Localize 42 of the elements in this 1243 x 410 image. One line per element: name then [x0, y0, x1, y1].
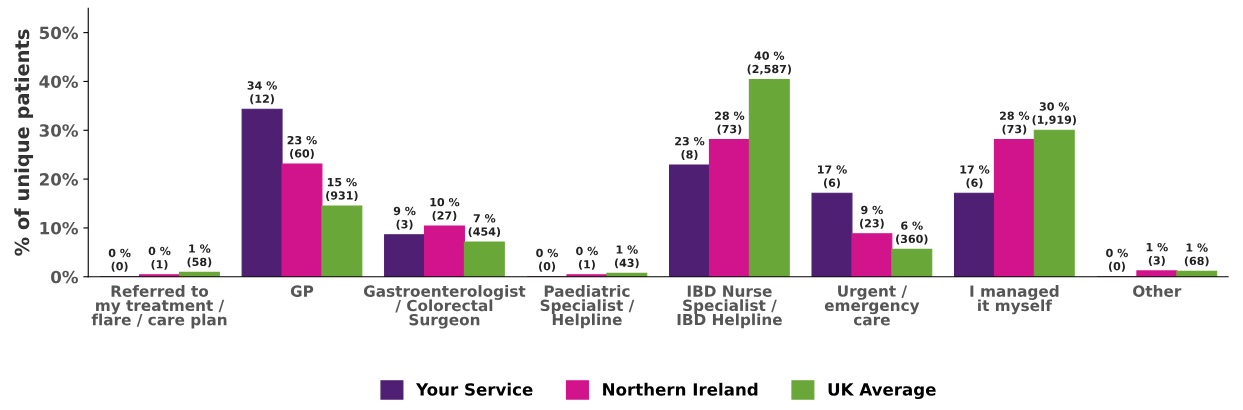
y-tick-label: 40% — [39, 75, 78, 89]
data-label: 23 % (8) — [675, 136, 705, 160]
y-tick-label: 50% — [39, 26, 78, 40]
data-label: 30 % (1,919) — [1032, 102, 1076, 126]
y-tick-label: 30% — [39, 124, 78, 137]
y-axis-title: % of unique patients — [14, 29, 34, 256]
legend-label: Northern Ireland — [603, 382, 758, 396]
x-tick-label: Paediatric Specialist / Helpline — [540, 285, 635, 329]
data-label: 0 % (0) — [1106, 248, 1128, 272]
x-tick-label: Referred to my treatment / flare / care plan — [91, 285, 227, 329]
data-label: 7 % (454) — [468, 214, 501, 238]
data-label: 1 % (68) — [1184, 243, 1209, 267]
data-label: 9 % (23) — [860, 205, 884, 229]
data-label: 28 % (73) — [715, 111, 745, 135]
data-label: 1 % (43) — [614, 245, 639, 269]
data-label: 6 % (360) — [896, 221, 928, 245]
x-tick-label: Urgent / emergency care — [824, 285, 920, 326]
x-tick-label: GP — [290, 285, 314, 297]
data-label: 40 % (2,587) — [747, 51, 791, 75]
data-label: 34 % (12) — [247, 81, 277, 105]
data-label: 1 % (58) — [187, 244, 212, 268]
x-tick-label: Other — [1133, 285, 1182, 297]
data-label: 0 % (0) — [536, 248, 559, 272]
y-tick-label: 20% — [39, 173, 78, 186]
x-tick-label: IBD Nurse Specialist / IBD Helpline — [677, 285, 782, 329]
data-label: 1 % (3) — [1146, 242, 1168, 266]
legend-label: UK Average — [828, 383, 936, 400]
data-label: 0 % (1) — [148, 246, 171, 270]
data-label: 9 % (3) — [393, 206, 416, 230]
y-tick-label: 0% — [51, 270, 78, 284]
data-label: 17 % (6) — [960, 165, 990, 189]
data-label: 15 % (931) — [326, 177, 358, 201]
legend-label: Your Service — [415, 382, 533, 396]
data-label: 10 % (27) — [430, 197, 460, 221]
data-label: 17 % (6) — [818, 165, 847, 189]
x-tick-label: I managed it myself — [970, 285, 1059, 315]
data-label: 28 % (73) — [1000, 111, 1030, 135]
data-label: 0 % (1) — [576, 246, 598, 270]
data-label: 23 % (60) — [287, 135, 317, 159]
data-label: 0 % (0) — [108, 248, 131, 272]
x-tick-label: Gastroenterologist / Colorectal Surgeon — [363, 285, 526, 329]
y-tick-label: 10% — [40, 221, 78, 235]
